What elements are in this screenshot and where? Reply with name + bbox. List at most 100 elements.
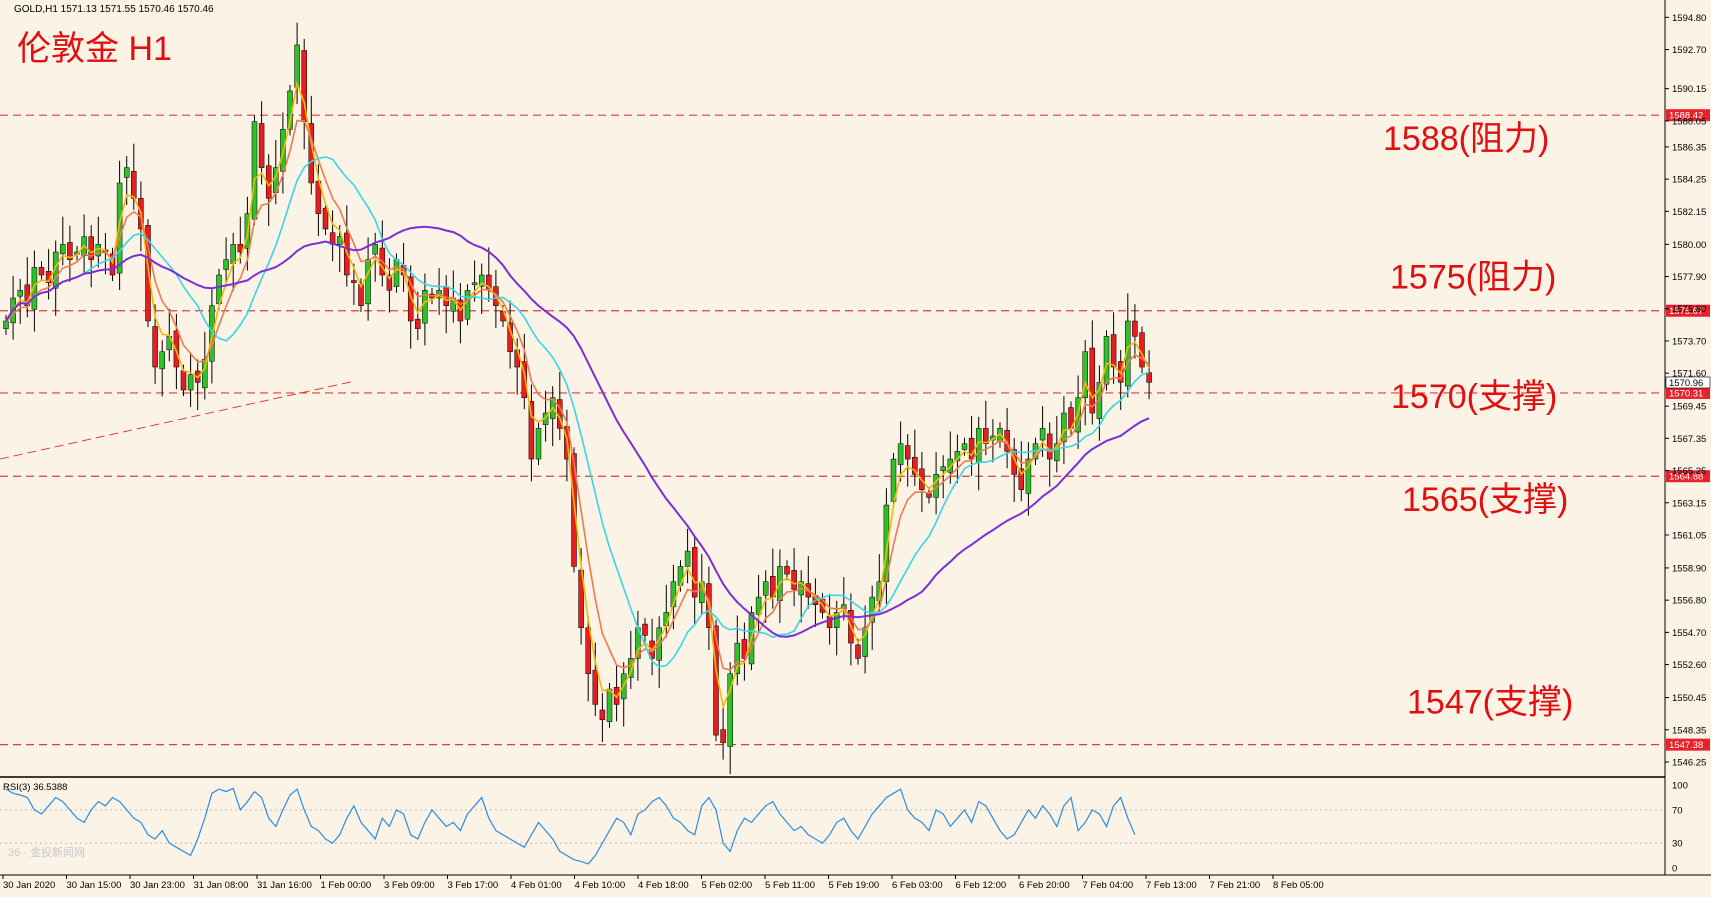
candle-body [912,456,918,475]
y-tick-label: 1569.45 [1672,402,1706,413]
candle-body [258,123,265,168]
y-tick-label: 1546.25 [1672,757,1706,768]
y-tick-label: 1582.15 [1672,207,1706,218]
annotation-label: 1588(阻力) [1383,120,1549,158]
level-tag [1666,470,1710,483]
candle-body [571,453,577,567]
candle-body [670,581,677,608]
candle-body [478,274,485,287]
rsi-tick-label: 30 [1672,839,1683,850]
candle-body [393,259,400,287]
chart-title: 伦敦金 H1 [17,30,172,68]
candle-body [528,401,535,460]
moving-averages [5,80,1150,710]
x-tick-label: 1 Feb 00:00 [321,880,372,891]
current-price-label: 1570.96 [1669,378,1703,389]
x-tick-label: 3 Feb 17:00 [448,880,499,891]
candle-body [606,688,613,722]
candle-body [1054,443,1060,462]
y-tick-label: 1567.35 [1672,434,1706,445]
candle-body [159,351,165,370]
candle-body [592,669,599,705]
y-tick-label: 1594.80 [1672,13,1706,24]
ma-mid-line [5,119,1150,671]
candle-body [1103,336,1110,385]
candle-body [855,644,861,659]
level-tag [1666,386,1710,399]
candle-body [741,639,748,659]
ma-fast-line [5,80,1150,710]
x-tick-label: 4 Feb 18:00 [638,880,689,891]
watermark: 36 · 金投新闻网 [8,845,85,859]
candle-body [60,244,66,255]
y-tick-label: 1561.05 [1672,530,1706,541]
y-tick-label: 1590.15 [1672,84,1706,95]
x-tick-label: 4 Feb 01:00 [511,880,562,891]
rsi-line [5,787,1136,865]
rsi-label: RSI(3) 36.5388 [3,782,67,793]
candle-body [755,596,762,615]
annotation-label: 1575(阻力) [1390,259,1556,297]
candle-body [762,581,769,596]
level-tag [1666,109,1710,122]
candle-body [145,225,151,322]
rsi-tick-label: 0 [1672,864,1677,875]
candle-body [152,326,158,368]
candle-body [1046,433,1053,460]
candle-body [1089,347,1096,414]
candle-body [322,207,329,230]
annotation-label: 1565(支撑) [1402,481,1568,519]
candle-body [415,318,421,329]
candle-body [38,267,45,276]
candle-body [691,547,698,598]
x-tick-label: 31 Jan 08:00 [194,880,249,891]
candle-body [88,236,94,260]
candle-body [471,282,478,286]
ma-slow-line [5,155,1150,668]
candle-body [784,566,790,575]
candle-body [734,642,741,675]
candle-body [720,729,726,744]
y-tick-label: 1586.35 [1672,142,1706,153]
candle-body [1061,412,1067,443]
x-tick-label: 5 Feb 11:00 [765,880,815,891]
y-tick-label: 1550.45 [1672,693,1706,704]
candle-body [1018,468,1025,490]
annotations: 1588(阻力) 1575(阻力) 1570(支撑) 1565(支撑) 1547(支撑) [1383,120,1573,721]
level-tag-label: 1564.88 [1669,472,1703,483]
y-tick-label: 1573.70 [1672,336,1706,347]
candle-body [351,280,357,283]
x-tick-label: 6 Feb 12:00 [956,880,1007,891]
time-axis: 30 Jan 2020 30 Jan 15:00 30 Jan 23:00 31 Ja… [2,875,1324,891]
candle-body [386,274,393,291]
level-tag [1666,738,1710,751]
x-tick-label: 8 Feb 05:00 [1273,880,1324,891]
x-tick-label: 7 Feb 04:00 [1083,880,1134,891]
level-tag-label: 1570.31 [1669,388,1703,399]
y-tick-label: 1571.60 [1672,369,1706,380]
y-tick-label: 1592.70 [1672,45,1706,56]
x-tick-label: 31 Jan 16:00 [257,880,312,891]
candle-body [180,370,187,391]
candle-body [890,458,897,502]
rsi-tick-label: 70 [1672,805,1683,816]
level-tag [1666,304,1710,317]
candle-body [968,437,975,460]
candle-body [628,658,634,678]
support-resistance-levels: 1588.42 1575.67 1570.31 1564.88 1547.38 1570.… [0,109,1711,751]
candle-body [897,443,904,465]
y-tick-label: 1580.00 [1672,240,1706,251]
candle-body [67,242,73,260]
candle-body [1132,320,1138,337]
candle-body [961,443,968,450]
y-tick-label: 1552.60 [1672,660,1706,671]
candle-body [31,267,38,310]
x-tick-label: 6 Feb 20:00 [1019,880,1070,891]
candle-body [599,709,606,721]
level-tag-label: 1547.38 [1669,740,1703,751]
candle-body [464,290,471,320]
candle-body [230,244,236,264]
y-tick-label: 1563.15 [1672,498,1706,509]
symbol-info: GOLD,H1 1571.13 1571.55 1570.46 1570.46 [14,4,214,15]
